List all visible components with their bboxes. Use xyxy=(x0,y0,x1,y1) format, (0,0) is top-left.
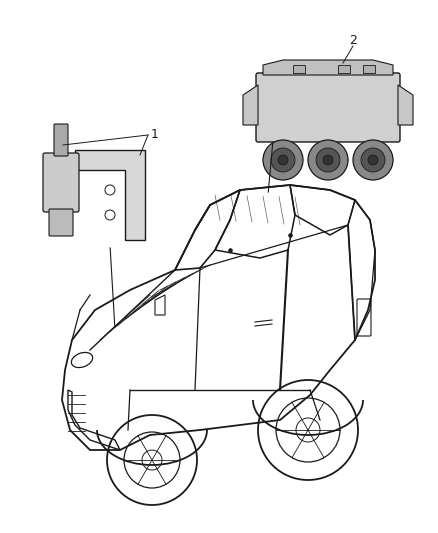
Polygon shape xyxy=(243,85,258,125)
Circle shape xyxy=(271,148,295,172)
Circle shape xyxy=(278,155,288,165)
FancyBboxPatch shape xyxy=(256,73,400,142)
Circle shape xyxy=(316,148,340,172)
Circle shape xyxy=(361,148,385,172)
Polygon shape xyxy=(75,150,145,240)
Circle shape xyxy=(263,140,303,180)
Polygon shape xyxy=(398,85,413,125)
FancyBboxPatch shape xyxy=(49,209,73,236)
FancyBboxPatch shape xyxy=(338,65,350,73)
Circle shape xyxy=(353,140,393,180)
FancyBboxPatch shape xyxy=(54,124,68,156)
FancyBboxPatch shape xyxy=(293,65,305,73)
Polygon shape xyxy=(263,60,393,75)
Circle shape xyxy=(368,155,378,165)
Text: 1: 1 xyxy=(151,128,159,141)
Circle shape xyxy=(323,155,333,165)
Text: 2: 2 xyxy=(349,34,357,46)
FancyBboxPatch shape xyxy=(43,153,79,212)
Circle shape xyxy=(308,140,348,180)
FancyBboxPatch shape xyxy=(363,65,375,73)
